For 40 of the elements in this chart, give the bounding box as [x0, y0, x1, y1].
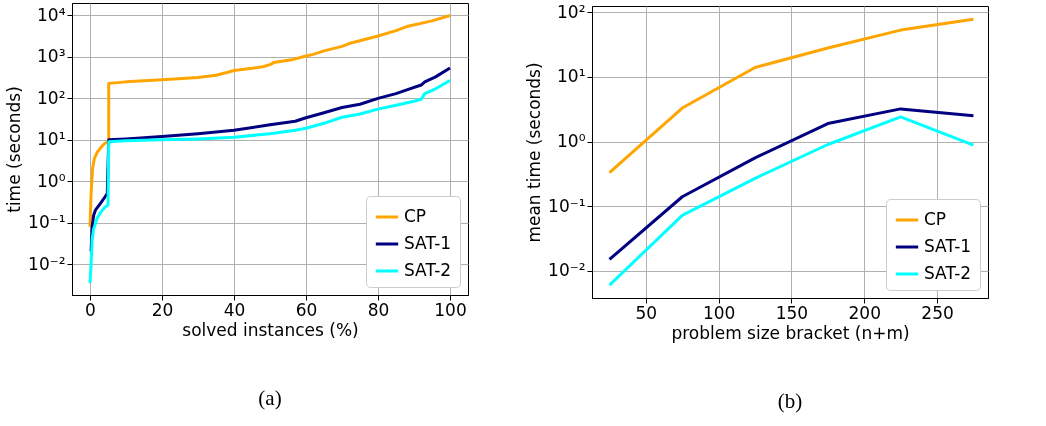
- line-series: [88, 13, 452, 229]
- y-tick-label: 10¹: [557, 66, 586, 87]
- x-tick-label: 60: [295, 299, 318, 320]
- y-tick-label: 10⁻¹: [28, 212, 66, 233]
- x-tick-label: 250: [921, 302, 954, 323]
- legend-label: SAT-2: [404, 260, 452, 280]
- y-tick-label: 10²: [37, 87, 66, 108]
- y-tick-label: 10⁰: [37, 170, 66, 191]
- legend-label: SAT-2: [924, 263, 972, 283]
- y-tick-label: 10⁻¹: [548, 195, 586, 216]
- y-tick-label: 10²: [557, 1, 586, 22]
- legend-label: SAT-1: [924, 236, 972, 256]
- line-series: [607, 115, 975, 287]
- x-tick-label: 50: [635, 302, 658, 323]
- x-tick-label: 100: [702, 302, 736, 323]
- line-series: [607, 107, 975, 261]
- x-tick-label: 200: [848, 302, 881, 323]
- x-axis-title: problem size bracket (n+m): [671, 322, 910, 343]
- y-axis-title: time (seconds): [4, 86, 25, 213]
- x-tick-label: 100: [434, 299, 467, 320]
- text: (a): [258, 386, 282, 410]
- x-axis-title: solved instances (%): [182, 319, 359, 340]
- x-tick-label: 0: [85, 299, 96, 320]
- text: (b): [777, 389, 803, 413]
- y-tick-label: 10⁰: [557, 131, 586, 152]
- y-tick-label: 10⁻²: [28, 253, 66, 274]
- y-tick-label: 10⁻²: [548, 260, 586, 281]
- x-tick-label: 40: [223, 299, 246, 320]
- x-tick-label: 20: [151, 299, 174, 320]
- y-tick-label: 10⁴: [37, 4, 66, 25]
- legend-label: CP: [924, 209, 947, 229]
- line-series: [88, 78, 452, 285]
- x-tick-label: 80: [367, 299, 390, 320]
- legend-label: SAT-1: [404, 233, 452, 253]
- y-tick-label: 10³: [37, 46, 66, 67]
- x-tick-label: 150: [775, 302, 809, 323]
- line-series: [607, 17, 975, 175]
- legend-label: CP: [404, 206, 427, 226]
- y-axis-title: mean time (seconds): [524, 62, 545, 243]
- y-tick-label: 10¹: [37, 129, 66, 150]
